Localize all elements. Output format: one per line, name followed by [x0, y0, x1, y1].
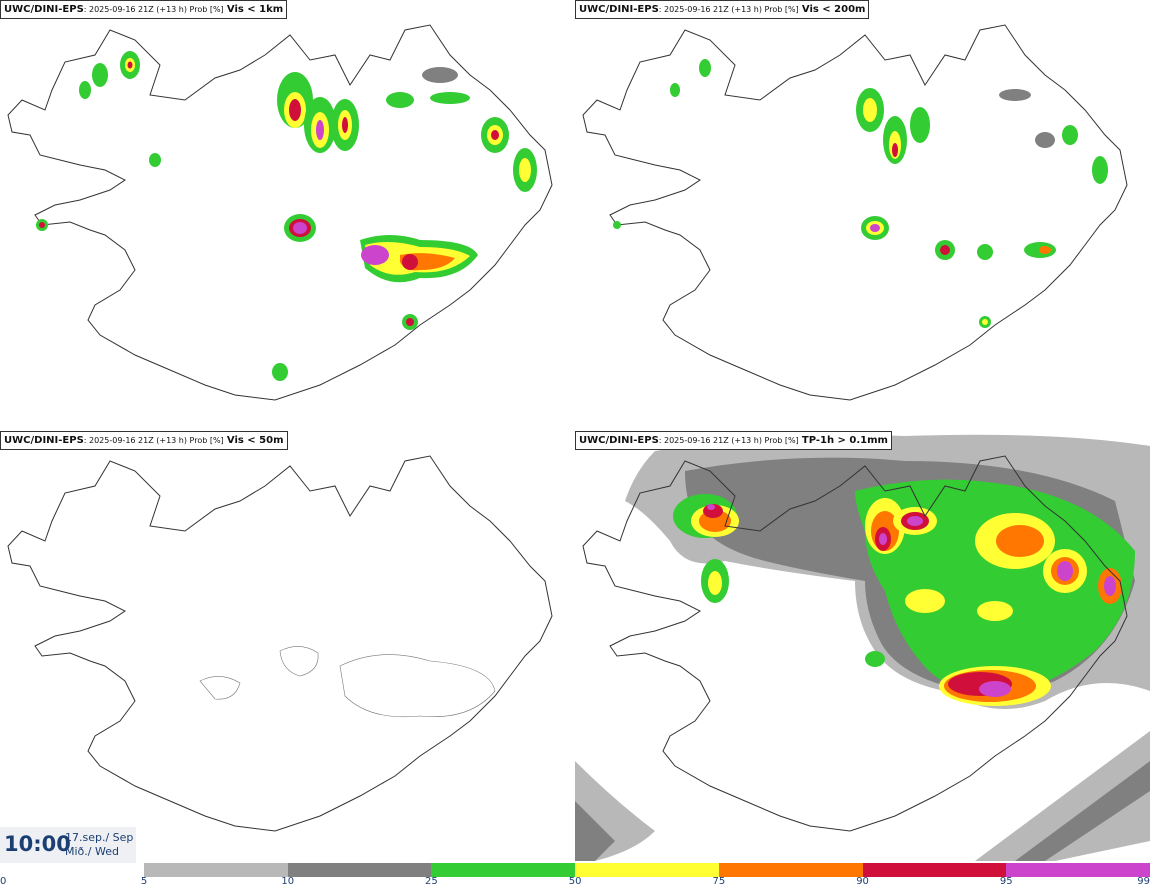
- colorbar-tick-label: 90: [856, 876, 869, 887]
- colorbar-tick-label: 99: [1137, 876, 1150, 887]
- probability-colorbar: [144, 863, 1150, 877]
- run-info: : 2025-09-16 21Z (+13 h) Prob [%]: [658, 436, 799, 445]
- iceland-coastline: [7, 24, 553, 401]
- colorbar-segment: [718, 863, 863, 877]
- run-info: : 2025-09-16 21Z (+13 h) Prob [%]: [83, 436, 224, 445]
- model-name: UWC/DINI-EPS: [4, 4, 84, 15]
- map-panel-vis-200m: UWC/DINI-EPS: 2025-09-16 21Z (+13 h) Pro…: [575, 0, 1150, 430]
- colorbar-tick-label: 75: [712, 876, 726, 887]
- map-panel-vis-50m: UWC/DINI-EPS: 2025-09-16 21Z (+13 h) Pro…: [0, 431, 575, 861]
- colorbar-tick-label: 25: [425, 876, 438, 887]
- model-name: UWC/DINI-EPS: [579, 4, 659, 15]
- colorbar-segment: [862, 863, 1007, 877]
- model-name: UWC/DINI-EPS: [4, 435, 84, 446]
- valid-time-box: 10:00 17.sep./ Sep Mið./ Wed: [0, 827, 136, 863]
- panel-title: UWC/DINI-EPS: 2025-09-16 21Z (+13 h) Pro…: [575, 0, 870, 19]
- iceland-coastline: [582, 455, 1128, 832]
- valid-date-line1: 17.sep./ Sep: [65, 831, 134, 844]
- panel-title: UWC/DINI-EPS: 2025-09-16 21Z (+13 h) Pro…: [575, 431, 892, 450]
- colorbar-tick-label: 50: [568, 876, 582, 887]
- iceland-coastline: [7, 455, 553, 832]
- colorbar-segment: [144, 863, 288, 877]
- colorbar-tick-label: 5: [140, 876, 148, 887]
- fog-vis-1km-overlay: [36, 51, 537, 381]
- variable-label: TP-1h > 0.1mm: [801, 435, 888, 446]
- colorbar-tick-label: 0: [0, 876, 7, 887]
- map-panel-vis-1km: UWC/DINI-EPS: 2025-09-16 21Z (+13 h) Pro…: [0, 0, 575, 430]
- colorbar-ticks: 0 5 10 25 50 75 90 95 99: [0, 876, 1150, 890]
- map-panel-precip: UWC/DINI-EPS: 2025-09-16 21Z (+13 h) Pro…: [575, 431, 1150, 861]
- valid-date-line2: Mið./ Wed: [65, 845, 119, 858]
- map-vis-200m: [582, 24, 1128, 401]
- variable-label: Vis < 1km: [226, 4, 284, 15]
- colorbar-tick-label: 10: [281, 876, 295, 887]
- valid-date: 17.sep./ Sep Mið./ Wed: [65, 831, 133, 859]
- colorbar-segment: [431, 863, 576, 877]
- variable-label: Vis < 200m: [801, 4, 866, 15]
- variable-label: Vis < 50m: [226, 435, 284, 446]
- iceland-coastline: [582, 24, 1128, 401]
- precip-overlay: [575, 434, 1150, 861]
- colorbar-segment: [287, 863, 432, 877]
- colorbar-segment: [575, 863, 719, 877]
- model-name: UWC/DINI-EPS: [579, 435, 659, 446]
- map-precip: [575, 434, 1150, 861]
- run-info: : 2025-09-16 21Z (+13 h) Prob [%]: [83, 5, 224, 14]
- fog-vis-200m-overlay: [613, 59, 1108, 328]
- panel-title: UWC/DINI-EPS: 2025-09-16 21Z (+13 h) Pro…: [0, 431, 288, 450]
- map-vis-1km: [7, 24, 553, 401]
- valid-time: 10:00: [4, 832, 71, 856]
- panel-title: UWC/DINI-EPS: 2025-09-16 21Z (+13 h) Pro…: [0, 0, 288, 19]
- map-vis-50m: [7, 455, 553, 832]
- colorbar-tick-label: 95: [999, 876, 1013, 887]
- run-info: : 2025-09-16 21Z (+13 h) Prob [%]: [658, 5, 799, 14]
- glacier-outlines: [199, 646, 496, 718]
- colorbar-segment: [1006, 863, 1150, 877]
